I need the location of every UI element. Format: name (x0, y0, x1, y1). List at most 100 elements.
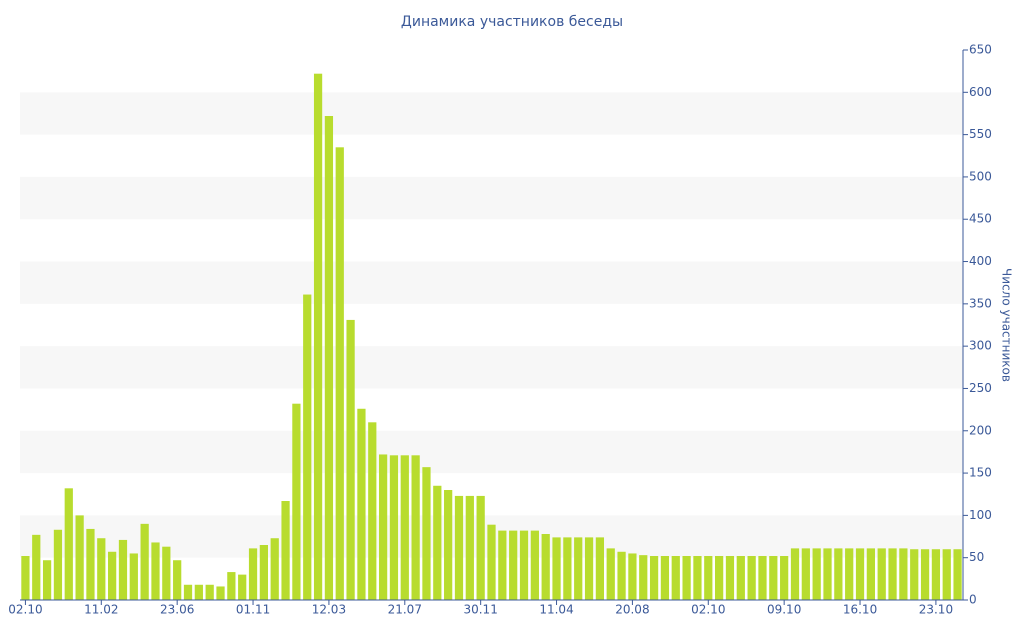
bar (400, 455, 409, 600)
bar (151, 542, 160, 600)
bar (378, 454, 388, 600)
bar (368, 422, 377, 600)
bar (86, 528, 95, 600)
bar (899, 548, 908, 600)
bar (574, 537, 583, 600)
bar (487, 524, 496, 600)
y-tick-label: 550 (969, 127, 992, 141)
y-tick-label: 300 (969, 339, 992, 353)
x-tick-label: 23.06 (160, 603, 194, 617)
y-tick-label: 500 (969, 169, 992, 183)
bar (465, 495, 474, 600)
bar (259, 545, 268, 600)
grid-band (20, 92, 963, 135)
bar (790, 548, 800, 600)
bar (552, 537, 561, 600)
bar (812, 548, 821, 600)
bar (736, 556, 745, 600)
bar (660, 556, 670, 600)
grid-band (20, 261, 963, 304)
bar (595, 537, 605, 600)
bar (628, 553, 637, 600)
bar (866, 548, 875, 600)
bar (444, 490, 453, 600)
bar (216, 586, 225, 600)
bar (855, 548, 865, 600)
grid-band (20, 176, 963, 220)
bar (758, 556, 767, 600)
bar (248, 548, 258, 600)
bar (671, 556, 680, 600)
y-tick-label: 250 (969, 381, 992, 395)
y-tick-label: 100 (969, 508, 992, 522)
grid-band (20, 430, 963, 474)
bar (942, 549, 951, 600)
y-tick-label: 400 (969, 254, 992, 268)
x-tick-label: 01.11 (236, 603, 270, 617)
bar (227, 572, 236, 600)
bar (769, 556, 778, 600)
bar (411, 455, 420, 600)
bar (97, 538, 106, 600)
bar (639, 555, 648, 600)
bar (888, 548, 897, 600)
bar (433, 485, 442, 600)
bar (834, 548, 843, 600)
bar (649, 556, 659, 600)
bar (270, 538, 279, 600)
bar (32, 534, 41, 600)
bar (173, 560, 182, 600)
bar (823, 548, 832, 600)
bar (606, 548, 615, 600)
y-axis-label: Число участников (1000, 268, 1014, 382)
bar (725, 556, 735, 600)
bar (194, 584, 203, 600)
x-tick-label: 02.10 (8, 603, 42, 617)
y-tick-label: 200 (969, 423, 992, 437)
bar (704, 556, 713, 600)
bar (75, 515, 84, 600)
bar (313, 73, 323, 600)
bar (129, 553, 138, 600)
x-tick-label: 21.07 (388, 603, 422, 617)
bar (584, 537, 594, 600)
grid-band (20, 346, 963, 389)
bar (21, 556, 30, 600)
x-tick-label: 12.03 (312, 603, 346, 617)
bar (357, 408, 366, 600)
bar (617, 551, 626, 600)
bar (64, 488, 73, 600)
y-tick-label: 50 (969, 550, 984, 564)
x-tick-label: 02.10 (691, 603, 725, 617)
bar (563, 537, 572, 600)
x-tick-label: 11.02 (84, 603, 118, 617)
bar (541, 534, 550, 600)
y-tick-label: 150 (969, 466, 992, 480)
bar (693, 556, 702, 600)
y-tick-label: 650 (969, 43, 992, 57)
x-tick-label: 30.11 (463, 603, 497, 617)
y-tick-label: 450 (969, 212, 992, 226)
bar (162, 546, 171, 600)
y-tick-label: 0 (969, 593, 977, 607)
bar (682, 556, 691, 600)
bar (747, 556, 756, 600)
bar (931, 549, 941, 600)
bar (530, 530, 539, 600)
bar (953, 549, 962, 600)
bar (476, 495, 485, 600)
bar (422, 467, 431, 600)
y-tick-label: 350 (969, 296, 992, 310)
bar (281, 501, 290, 600)
bar (920, 549, 930, 600)
x-tick-label: 23.10 (919, 603, 953, 617)
bar (108, 551, 117, 600)
bar (238, 574, 247, 600)
bar (42, 560, 52, 600)
chart-title: Динамика участников беседы (401, 14, 623, 30)
bar (205, 584, 214, 600)
bar (780, 556, 789, 600)
bar (498, 530, 507, 600)
bar (801, 548, 810, 600)
